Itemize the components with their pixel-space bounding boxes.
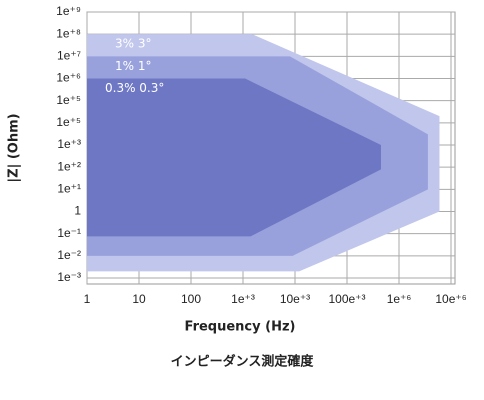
x-tick-label: 10: [132, 292, 146, 306]
x-tick-label: 10e⁺³: [280, 292, 310, 306]
y-tick-label: 1e⁻³: [57, 270, 81, 284]
y-tick-label: 1e⁺⁷: [57, 49, 81, 63]
y-tick-label: 1e⁺⁸: [56, 26, 81, 40]
y-tick-label: 1: [74, 204, 81, 218]
y-tick-label: 1e⁺³: [57, 137, 81, 151]
region-label: 0.3% 0.3°: [105, 81, 164, 95]
region-label: 1% 1°: [115, 59, 152, 73]
x-tick-label: 10e⁺⁶: [435, 292, 466, 306]
y-tick-label: 1e⁺⁶: [56, 71, 81, 85]
y-tick-label: 1e⁺⁵: [56, 93, 81, 107]
y-tick-label: 1e⁺¹: [57, 182, 81, 196]
caption: インピーダンス測定確度: [171, 354, 315, 370]
x-tick-label: 100e⁺³: [328, 292, 365, 306]
x-axis-label: Frequency (Hz): [185, 320, 296, 335]
x-tick-label: 100: [181, 292, 201, 306]
y-tick-label: 1e⁺²: [57, 159, 81, 173]
region: [87, 78, 381, 237]
y-tick-label: 1e⁺⁵: [56, 115, 81, 129]
y-tick-label: 1e⁻²: [57, 248, 81, 262]
y-axis-label: |Z| (Ohm): [7, 113, 22, 182]
y-tick-label: 1e⁺⁹: [56, 4, 81, 18]
x-tick-label: 1: [84, 292, 91, 306]
y-tick-label: 1e⁻¹: [57, 226, 81, 240]
annotation: 1pF: [300, 37, 322, 51]
x-tick-label: 1e⁺⁶: [387, 292, 412, 306]
region-label: 3% 3°: [115, 37, 152, 51]
x-tick-label: 1e⁺³: [231, 292, 255, 306]
